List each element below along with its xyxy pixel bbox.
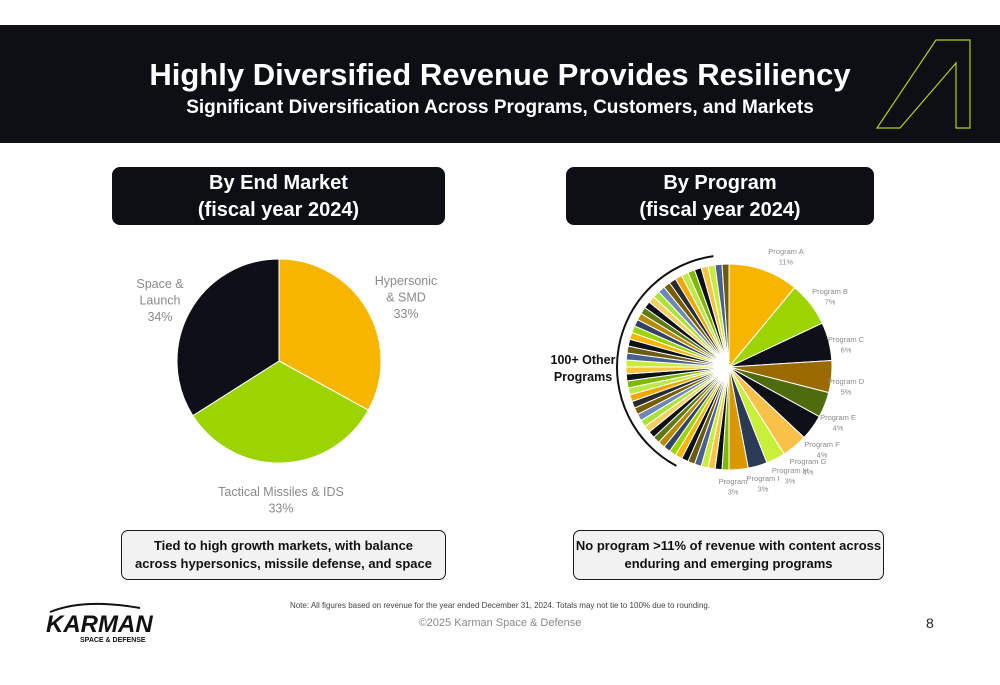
program-callout-line2: enduring and emerging programs	[624, 556, 833, 571]
program-label-7: Program H 3%	[772, 466, 808, 486]
program-label-3: Program D 5%	[828, 377, 865, 397]
program-label-2: Program C 6%	[828, 335, 865, 355]
end-market-callout: Tied to high growth markets, with balanc…	[121, 530, 446, 580]
program-callout-line1: No program >11% of revenue with content …	[575, 538, 882, 553]
program-label-8: Program I 3%	[747, 474, 780, 494]
brand-name: KARMAN	[46, 611, 153, 638]
page-subtitle: Significant Diversification Across Progr…	[186, 97, 814, 118]
header-bar	[0, 25, 1000, 143]
end-market-slice-2	[176, 258, 280, 417]
end-market-label-1: Tactical Missiles & IDS 33%	[218, 485, 344, 516]
end-market-callout-line1: Tied to high growth markets, with balanc…	[153, 538, 414, 553]
end-market-panel-label: By End Market (fiscal year 2024)	[112, 167, 445, 225]
other-program-slice-45	[721, 263, 730, 368]
program-callout: No program >11% of revenue with content …	[573, 530, 884, 580]
end-market-label-0: Hypersonic & SMD 33%	[375, 274, 438, 321]
program-label-line1: By Program	[663, 172, 777, 194]
program-panel-label: By Program (fiscal year 2024)	[566, 167, 874, 225]
end-market-label-2: Space & Launch 34%	[136, 277, 184, 324]
program-label-6: Program G 4%	[790, 457, 827, 477]
end-market-slice-0	[278, 258, 382, 411]
program-label-line2: (fiscal year 2024)	[639, 199, 801, 221]
program-label-0: Program A 11%	[768, 247, 803, 267]
other-programs-bracket	[616, 255, 714, 467]
end-market-pie-chart: Hypersonic & SMD 33% Tactical Missiles & ID…	[136, 258, 438, 516]
copyright: ©2025 Karman Space & Defense	[418, 617, 582, 629]
stylized-a-mark-icon	[875, 39, 971, 129]
end-market-callout-line2: across hypersonics, missile defense, and…	[135, 556, 432, 571]
program-label-5: Program F 4%	[804, 440, 840, 460]
end-market-slice-1	[192, 360, 370, 464]
other-programs-label: 100+ Other Programs	[551, 353, 616, 384]
footnote: Note: All figures based on revenue for t…	[289, 601, 711, 610]
page-number: 8	[926, 615, 934, 631]
program-label-9: Program 3%	[719, 477, 748, 497]
brand-tagline: SPACE & DEFENSE	[80, 637, 146, 644]
end-market-label-line1: By End Market	[209, 172, 348, 194]
program-label-4: Program E 4%	[820, 413, 856, 433]
end-market-label-line2: (fiscal year 2024)	[197, 199, 360, 221]
program-label-1: Program B 7%	[812, 287, 848, 307]
program-slice-0	[728, 263, 796, 369]
page-title: Highly Diversified Revenue Provides Resi…	[149, 57, 851, 92]
karman-logo: KARMAN SPACE & DEFENSE	[46, 602, 153, 644]
